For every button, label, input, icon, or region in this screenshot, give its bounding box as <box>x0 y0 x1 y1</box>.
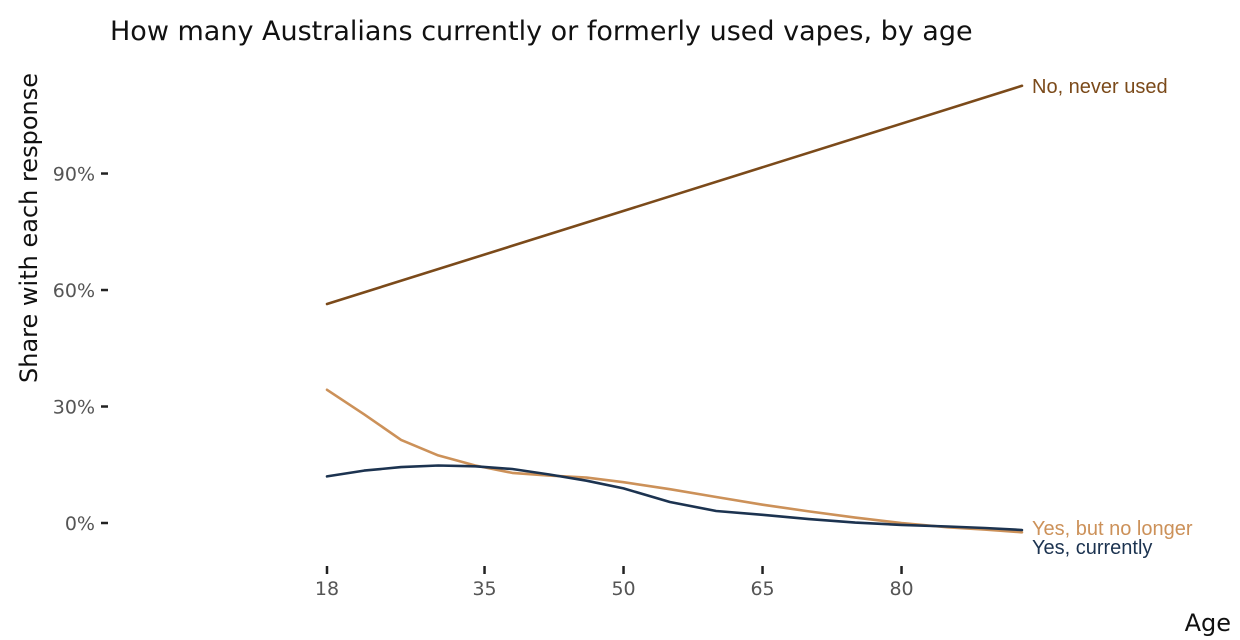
y-tick-label: 60% <box>53 280 95 302</box>
series-label-yes-currently: Yes, currently <box>1032 537 1152 559</box>
series-label-no-never-used: No, never used <box>1032 76 1168 98</box>
chart-title: How many Australians currently or former… <box>110 16 973 47</box>
y-tick-label: 30% <box>53 397 95 419</box>
y-axis: 0% 30% 60% 90% <box>53 164 108 535</box>
x-tick-label: 35 <box>472 578 496 600</box>
y-tick-label: 0% <box>65 513 95 535</box>
series-lines <box>325 84 1024 534</box>
x-tick-label: 50 <box>611 578 635 600</box>
x-tick-label: 80 <box>889 578 913 600</box>
series-label-yes-but-no-longer: Yes, but no longer <box>1032 518 1193 540</box>
x-tick-label: 18 <box>315 578 339 600</box>
series-line-no-never-used <box>325 84 1024 306</box>
series-line-yes-currently <box>325 464 1024 532</box>
x-axis-title: Age <box>1185 609 1231 636</box>
y-tick-label: 90% <box>53 164 95 186</box>
series-line-yes-but-no-longer <box>325 388 1024 534</box>
x-axis: 18 35 50 65 80 <box>315 566 914 600</box>
x-tick-label: 65 <box>750 578 774 600</box>
y-axis-title: Share with each response <box>15 73 43 383</box>
